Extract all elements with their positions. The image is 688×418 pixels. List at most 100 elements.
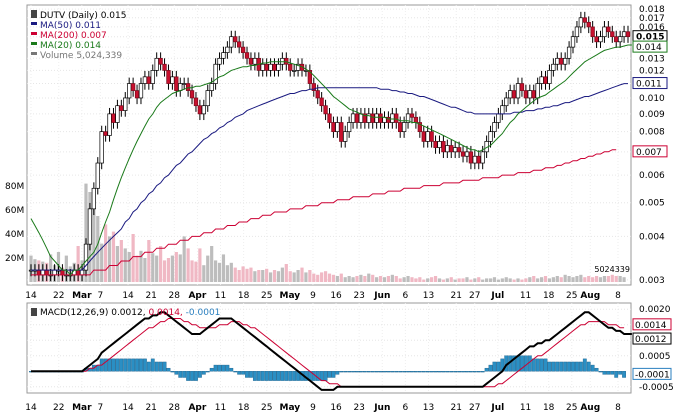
volume-bar: [107, 236, 112, 282]
volume-bar: [508, 278, 512, 282]
candle-body: [472, 155, 477, 164]
candle-body: [539, 76, 544, 84]
price-tick-label: 0.018: [639, 5, 665, 15]
macd-histogram-bar: [472, 371, 477, 373]
macd-histogram-bar: [614, 371, 619, 378]
volume-bar: [418, 277, 422, 282]
macd-tick-label: 0.0020: [639, 305, 671, 315]
candle-body: [401, 122, 407, 133]
candle-body: [614, 36, 619, 43]
volume-bar: [155, 255, 159, 282]
price-tick-label: 0.006: [639, 171, 665, 181]
volume-bar: [280, 267, 284, 282]
candle-body: [142, 76, 148, 84]
date-tick-label: 25: [261, 403, 272, 413]
volume-tick-label: 60M: [5, 206, 24, 216]
candle-body: [115, 105, 120, 123]
volume-bar: [406, 276, 410, 282]
volume-bar: [331, 274, 336, 282]
macd-value-tag-text: 0.0012: [635, 335, 667, 345]
date-tick-label: 13: [423, 403, 434, 413]
volume-bar: [237, 270, 241, 282]
macd-histogram-bar: [186, 371, 191, 381]
candle-body: [323, 105, 328, 115]
macd-histogram-bar: [547, 361, 552, 372]
macd-histogram-bar: [402, 371, 407, 373]
date-tick-label: May: [280, 403, 301, 413]
candle-body: [417, 122, 422, 133]
volume-bar: [465, 277, 469, 282]
candle-body: [79, 269, 85, 276]
candle-body: [170, 76, 175, 84]
title-icon: [31, 10, 37, 18]
candle-body: [488, 131, 493, 142]
date-tick-label: 14: [25, 291, 37, 301]
macd-histogram-bar: [602, 371, 607, 375]
date-tick-label: 23: [353, 291, 364, 301]
candle-body: [390, 113, 395, 123]
macd-legend-item: 0.0014,: [146, 308, 183, 318]
candle-body: [433, 141, 438, 148]
legend-swatch: [31, 52, 37, 55]
candle-body: [193, 97, 199, 107]
candle-body: [409, 113, 415, 118]
candle-body: [213, 63, 218, 84]
volume-bar: [151, 253, 155, 282]
macd-histogram-bar: [284, 371, 289, 381]
candle-body: [217, 57, 222, 65]
legend-label: MA(20) 0.014: [40, 41, 101, 51]
volume-bar: [367, 273, 371, 282]
macd-histogram-bar: [166, 367, 171, 372]
candle-body: [354, 113, 360, 123]
volume-bar: [524, 278, 528, 282]
volume-bar: [430, 277, 434, 282]
volume-bar: [516, 278, 520, 282]
macd-value-tag-box: [632, 367, 672, 380]
date-tick-label: 7: [97, 291, 103, 301]
candle-body: [130, 83, 136, 91]
legend-swatch: [31, 32, 37, 35]
macd-panel-frame: [26, 302, 632, 394]
value-tag-text: 0.007: [636, 148, 662, 158]
macd-histogram-bar: [256, 371, 261, 381]
volume-bar: [49, 254, 53, 282]
ma200-line: [31, 149, 617, 276]
candle-body: [127, 83, 132, 99]
legend-swatch: [31, 22, 37, 25]
macd-histogram-bar: [158, 361, 163, 372]
date-tick-label: Jul: [490, 403, 504, 413]
chart-title-text: DUTV (Daily) 0.015: [40, 11, 126, 21]
macd-histogram-bar: [107, 358, 112, 372]
candle-body: [523, 90, 529, 99]
macd-histogram-bar: [245, 371, 249, 378]
macd-histogram-bar: [205, 371, 210, 373]
macd-histogram-bar: [233, 371, 238, 373]
value-tag-box: [632, 40, 668, 53]
volume-bar: [245, 268, 249, 282]
volume-bar: [210, 246, 214, 282]
volume-bar: [571, 277, 575, 282]
macd-histogram-bar: [131, 358, 136, 372]
candle-body: [44, 269, 49, 276]
volume-bar: [414, 278, 418, 282]
candle-body: [574, 26, 580, 38]
date-tick-label: Jul: [490, 291, 504, 301]
volume-bar: [233, 267, 237, 282]
macd-histogram-bar: [111, 358, 116, 372]
volume-bar: [292, 272, 296, 282]
date-tick-label: Mar: [72, 403, 92, 413]
date-tick-label: 27: [469, 403, 480, 413]
macd-line: [31, 311, 632, 391]
candle-body: [240, 46, 246, 53]
macd-tick-label: 0.0005: [639, 352, 671, 362]
volume-bar: [241, 266, 245, 282]
candle-body: [543, 76, 548, 84]
macd-histogram-bar: [170, 371, 175, 373]
value-tag-box: [632, 77, 668, 90]
date-tick-label: 16: [330, 403, 342, 413]
date-tick-label: 18: [238, 291, 250, 301]
candle-body: [405, 113, 411, 123]
candle-body: [547, 70, 552, 84]
macd-histogram-bar: [610, 371, 615, 375]
